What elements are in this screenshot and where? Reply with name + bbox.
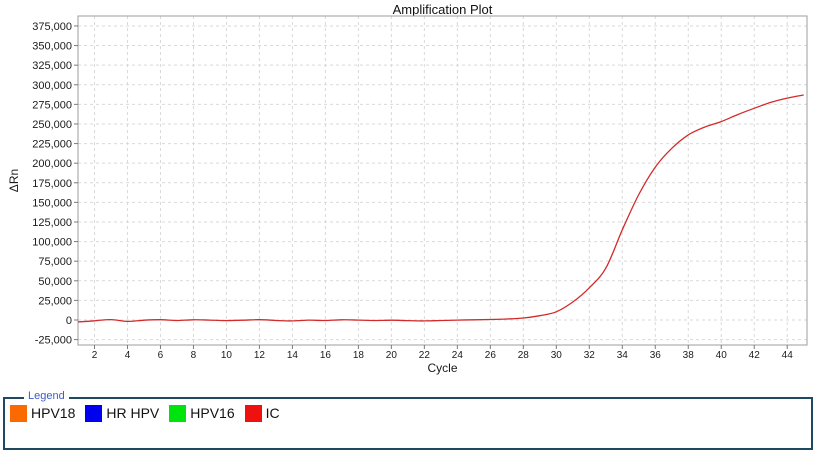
legend-caption: Legend	[24, 390, 69, 402]
legend-swatch	[244, 405, 262, 422]
x-tick-label: 22	[419, 350, 431, 361]
x-tick-label: 8	[191, 350, 197, 361]
y-tick-label: 50,000	[38, 276, 72, 288]
x-tick-label: 36	[650, 350, 662, 361]
y-tick-label: 225,000	[32, 139, 72, 151]
x-axis-label: Cycle	[427, 361, 457, 375]
y-tick-label: 350,000	[32, 41, 72, 53]
chart-title: Amplification Plot	[392, 2, 493, 17]
legend-label: HR HPV	[106, 405, 160, 421]
y-axis-label: ΔRn	[7, 169, 21, 192]
x-tick-label: 38	[683, 350, 695, 361]
y-tick-label: 375,000	[32, 21, 72, 33]
y-tick-label: 0	[66, 315, 72, 327]
legend-label: HPV16	[190, 405, 235, 421]
legend-swatch	[169, 405, 187, 422]
x-tick-label: 10	[221, 350, 233, 361]
x-tick-label: 40	[716, 350, 728, 361]
x-tick-label: 44	[782, 350, 794, 361]
y-tick-label: 75,000	[38, 256, 72, 268]
x-tick-label: 6	[158, 350, 164, 361]
y-tick-label: 275,000	[32, 99, 72, 111]
y-tick-label: 25,000	[38, 295, 72, 307]
x-tick-label: 42	[749, 350, 761, 361]
y-tick-label: -25,000	[35, 335, 72, 347]
legend-items: HPV18 HR HPV HPV16 IC	[10, 405, 290, 422]
x-tick-label: 14	[287, 350, 299, 361]
x-tick-label: 28	[518, 350, 530, 361]
y-tick-label: 325,000	[32, 60, 72, 72]
x-tick-label: 20	[386, 350, 398, 361]
y-tick-label: 100,000	[32, 237, 72, 249]
legend-label: IC	[265, 405, 280, 421]
y-tick-label: 250,000	[32, 119, 72, 131]
y-tick-label: 200,000	[32, 158, 72, 170]
legend-swatch	[10, 405, 27, 422]
y-tick-label: 300,000	[32, 80, 72, 92]
x-tick-label: 24	[452, 350, 464, 361]
x-tick-label: 26	[485, 350, 497, 361]
series-curve-ic	[77, 94, 804, 323]
x-tick-label: 18	[353, 350, 365, 361]
legend-item-hpv16[interactable]: HPV16	[169, 405, 235, 422]
legend-swatch	[85, 405, 103, 422]
legend-item-hpv18[interactable]: HPV18	[10, 405, 75, 422]
x-tick-label: 30	[551, 350, 563, 361]
plot-border	[77, 15, 808, 346]
legend-item-ic[interactable]: IC	[244, 405, 280, 422]
y-tick-label: 175,000	[32, 178, 72, 190]
x-tick-label: 34	[617, 350, 629, 361]
y-tick-label: 125,000	[32, 217, 72, 229]
x-tick-label: 32	[584, 350, 596, 361]
x-tick-label: 16	[320, 350, 332, 361]
x-tick-label: 12	[254, 350, 266, 361]
amplification-chart: 375,000350,000325,000300,000275,000250,0…	[7, 15, 808, 375]
legend-box: Legend HPV18 HR HPV HPV16 IC	[3, 390, 813, 450]
legend-label: HPV18	[31, 405, 76, 421]
x-tick-label: 2	[92, 350, 98, 361]
x-tick-label: 4	[125, 350, 131, 361]
legend-item-hr-hpv[interactable]: HR HPV	[85, 405, 159, 422]
y-tick-label: 150,000	[32, 197, 72, 209]
